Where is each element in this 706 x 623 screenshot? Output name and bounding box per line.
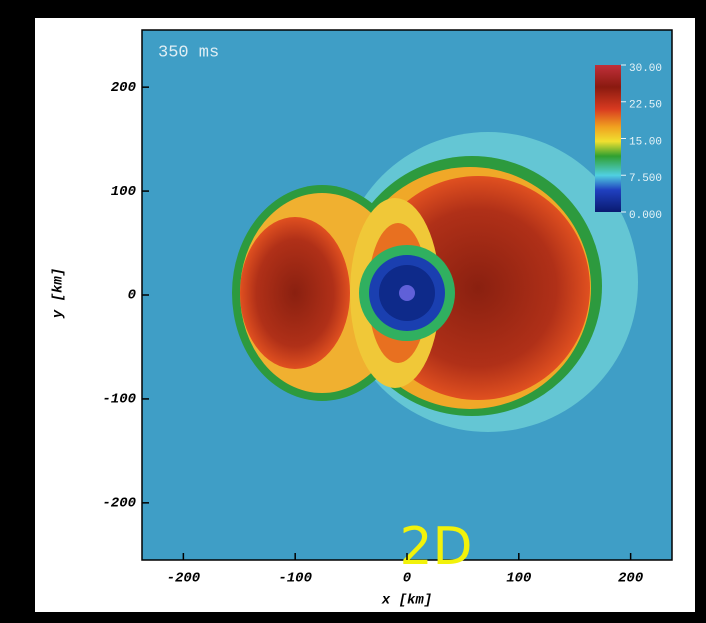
y-tick-label: 0 [128, 288, 136, 304]
colorbar-tick-label: 0.000 [629, 210, 662, 222]
annotation: 2D [399, 517, 472, 577]
x-tick-label: -200 [167, 571, 201, 587]
x-tick-label: -100 [278, 571, 312, 587]
y-tick-label: -100 [102, 392, 136, 408]
time-label: 350 ms [158, 43, 219, 62]
colorbar [595, 65, 621, 212]
colorbar-tick-label: 15.00 [629, 136, 662, 148]
y-tick-label: -200 [102, 496, 136, 512]
y-axis-label: y [km] [51, 268, 67, 319]
colorbar-tick-label: 22.50 [629, 100, 662, 112]
colorbar-tick-label: 7.500 [629, 173, 662, 185]
field-image [142, 30, 672, 560]
chart: 350 ms 2D x [km] y [km] -200 -100 0 100 200 -… [0, 0, 706, 623]
y-tick-label: 100 [111, 184, 136, 200]
x-tick-label: 0 [403, 571, 411, 587]
x-tick-label: 100 [506, 571, 531, 587]
x-tick-label: 200 [618, 571, 643, 587]
y-tick-label: 200 [111, 80, 136, 96]
x-axis-label: x [km] [381, 593, 432, 609]
colorbar-tick-label: 30.00 [629, 63, 662, 75]
